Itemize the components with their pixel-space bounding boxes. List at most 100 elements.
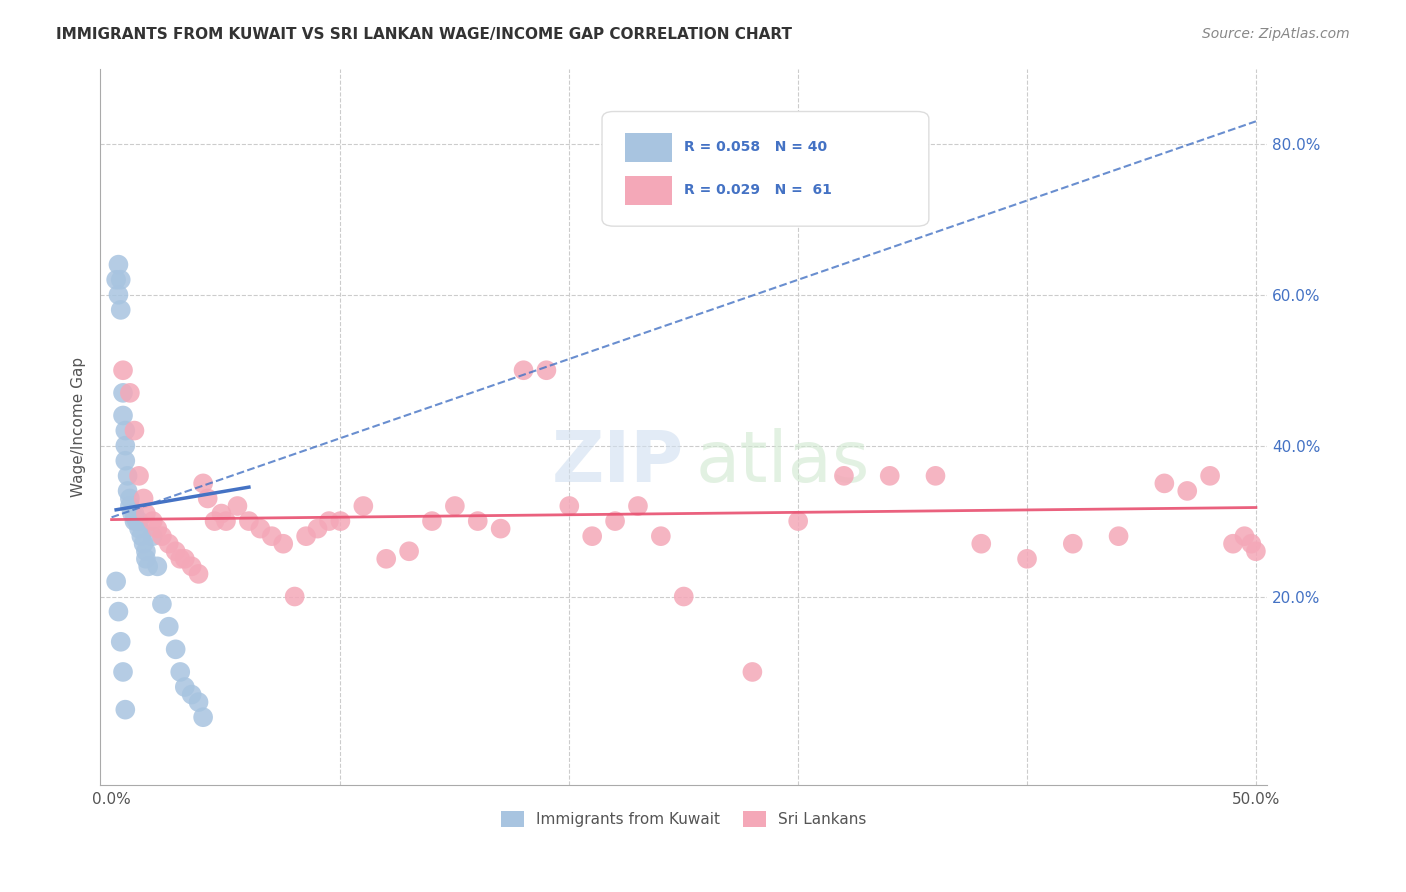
- Point: [444, 499, 467, 513]
- Point: [329, 514, 352, 528]
- Point: [787, 514, 810, 528]
- Point: [157, 620, 180, 634]
- Point: [146, 522, 169, 536]
- Point: [1244, 544, 1267, 558]
- Point: [132, 491, 155, 506]
- Point: [1153, 476, 1175, 491]
- Point: [114, 439, 136, 453]
- Point: [111, 385, 134, 400]
- Point: [1015, 551, 1038, 566]
- Point: [118, 385, 141, 400]
- Point: [157, 537, 180, 551]
- Point: [271, 537, 294, 551]
- Point: [142, 514, 165, 528]
- Point: [420, 514, 443, 528]
- Point: [180, 688, 202, 702]
- Text: R = 0.058   N = 40: R = 0.058 N = 40: [683, 140, 827, 154]
- Point: [249, 522, 271, 536]
- Point: [107, 258, 129, 272]
- Point: [117, 483, 139, 498]
- Point: [627, 499, 650, 513]
- Point: [197, 491, 219, 506]
- Point: [180, 559, 202, 574]
- Y-axis label: Wage/Income Gap: Wage/Income Gap: [72, 357, 86, 497]
- Bar: [626, 133, 672, 161]
- Point: [173, 680, 195, 694]
- Point: [117, 468, 139, 483]
- Point: [118, 499, 141, 513]
- Point: [1233, 529, 1256, 543]
- Text: Source: ZipAtlas.com: Source: ZipAtlas.com: [1202, 27, 1350, 41]
- Point: [375, 551, 398, 566]
- Point: [467, 514, 489, 528]
- Point: [173, 551, 195, 566]
- Point: [125, 514, 148, 528]
- Point: [107, 605, 129, 619]
- Point: [118, 491, 141, 506]
- Point: [132, 537, 155, 551]
- Point: [114, 424, 136, 438]
- Text: ZIP: ZIP: [551, 428, 683, 497]
- Point: [1175, 483, 1198, 498]
- Point: [114, 454, 136, 468]
- Point: [970, 537, 993, 551]
- Point: [187, 566, 209, 581]
- Point: [1222, 537, 1244, 551]
- Point: [650, 529, 672, 543]
- Point: [121, 507, 143, 521]
- Point: [111, 363, 134, 377]
- Point: [209, 507, 232, 521]
- Point: [191, 476, 214, 491]
- Text: atlas: atlas: [696, 428, 870, 497]
- Point: [110, 634, 132, 648]
- Point: [124, 514, 146, 528]
- Point: [672, 590, 695, 604]
- FancyBboxPatch shape: [602, 112, 929, 227]
- Point: [879, 468, 901, 483]
- Point: [307, 522, 329, 536]
- Point: [110, 302, 132, 317]
- Point: [135, 507, 157, 521]
- Point: [1240, 537, 1263, 551]
- Point: [558, 499, 581, 513]
- Legend: Immigrants from Kuwait, Sri Lankans: Immigrants from Kuwait, Sri Lankans: [494, 804, 875, 835]
- Point: [150, 597, 173, 611]
- Point: [741, 665, 763, 679]
- Point: [352, 499, 374, 513]
- Point: [512, 363, 534, 377]
- Point: [603, 514, 626, 528]
- Point: [204, 514, 226, 528]
- Point: [146, 559, 169, 574]
- Text: IMMIGRANTS FROM KUWAIT VS SRI LANKAN WAGE/INCOME GAP CORRELATION CHART: IMMIGRANTS FROM KUWAIT VS SRI LANKAN WAG…: [56, 27, 792, 42]
- Point: [105, 273, 128, 287]
- Point: [114, 703, 136, 717]
- Point: [107, 287, 129, 301]
- Point: [169, 551, 191, 566]
- Point: [136, 559, 159, 574]
- Point: [169, 665, 191, 679]
- Point: [128, 522, 150, 536]
- Point: [142, 529, 165, 543]
- Point: [295, 529, 318, 543]
- Point: [124, 507, 146, 521]
- Point: [226, 499, 249, 513]
- Point: [489, 522, 512, 536]
- Point: [124, 424, 146, 438]
- Point: [135, 544, 157, 558]
- Point: [131, 529, 153, 543]
- Point: [187, 695, 209, 709]
- Point: [832, 468, 855, 483]
- Point: [191, 710, 214, 724]
- Point: [165, 642, 187, 657]
- Point: [924, 468, 946, 483]
- Point: [1108, 529, 1130, 543]
- Point: [1062, 537, 1084, 551]
- Point: [238, 514, 260, 528]
- Point: [165, 544, 187, 558]
- Point: [398, 544, 420, 558]
- Point: [1199, 468, 1222, 483]
- Point: [284, 590, 307, 604]
- Point: [318, 514, 340, 528]
- Point: [536, 363, 558, 377]
- Text: R = 0.029   N =  61: R = 0.029 N = 61: [683, 184, 831, 197]
